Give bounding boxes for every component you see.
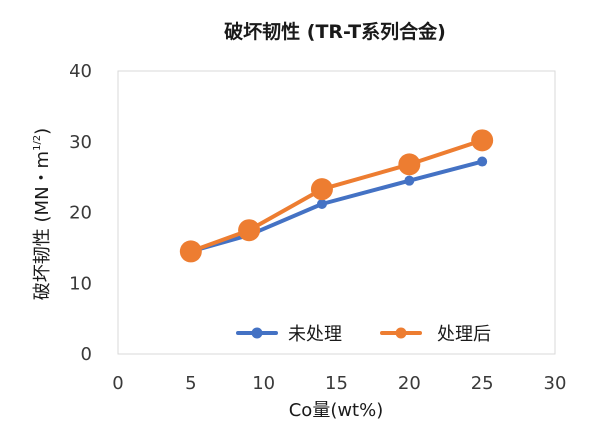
x-tick-labels: 0 5 10 15 20 25 30 xyxy=(112,373,566,394)
x-tick-label: 10 xyxy=(252,373,275,394)
y-tick-label: 10 xyxy=(69,273,92,294)
plot-area-border xyxy=(117,70,556,355)
x-tick-label: 20 xyxy=(398,373,421,394)
legend-label-treated: 处理后 xyxy=(437,324,491,345)
series-layer xyxy=(179,129,494,263)
y-axis-title-exponent: 1/2 xyxy=(32,135,43,151)
data-point-series-0 xyxy=(477,156,488,167)
chart-title: 破坏韧性 (TR-T系列合金) xyxy=(224,20,446,43)
x-tick-label: 25 xyxy=(471,373,494,394)
x-tick-label: 15 xyxy=(325,373,348,394)
y-tick-label: 20 xyxy=(69,203,92,224)
data-point-series-1 xyxy=(398,153,421,176)
y-tick-label: 30 xyxy=(69,132,92,153)
y-axis-title: 破坏韧性 (MN・m1/2) xyxy=(32,128,53,300)
legend: 未处理 处理后 xyxy=(236,324,491,345)
data-point-series-0 xyxy=(316,199,327,210)
x-tick-label: 30 xyxy=(544,373,567,394)
data-point-series-1 xyxy=(238,219,261,242)
data-point-series-0 xyxy=(404,175,415,186)
x-tick-label: 0 xyxy=(112,373,123,394)
y-tick-label: 40 xyxy=(69,61,92,82)
legend-label-untreated: 未处理 xyxy=(288,324,342,345)
data-point-series-1 xyxy=(179,240,202,263)
series-line-0 xyxy=(188,159,485,254)
data-point-series-1 xyxy=(310,178,333,201)
x-tick-label: 5 xyxy=(185,373,196,394)
legend-marker-untreated xyxy=(251,327,263,339)
y-axis-title-main: 破坏韧性 (MN・m xyxy=(32,151,53,300)
legend-marker-treated xyxy=(395,327,407,339)
y-tick-labels: 0 10 20 30 40 xyxy=(69,61,92,365)
data-point-series-1 xyxy=(471,129,494,152)
series-line-1 xyxy=(188,138,485,254)
x-axis-title: Co量(wt%) xyxy=(289,400,384,421)
y-tick-label: 0 xyxy=(81,344,92,365)
y-axis-title-suffix: ) xyxy=(32,128,53,135)
